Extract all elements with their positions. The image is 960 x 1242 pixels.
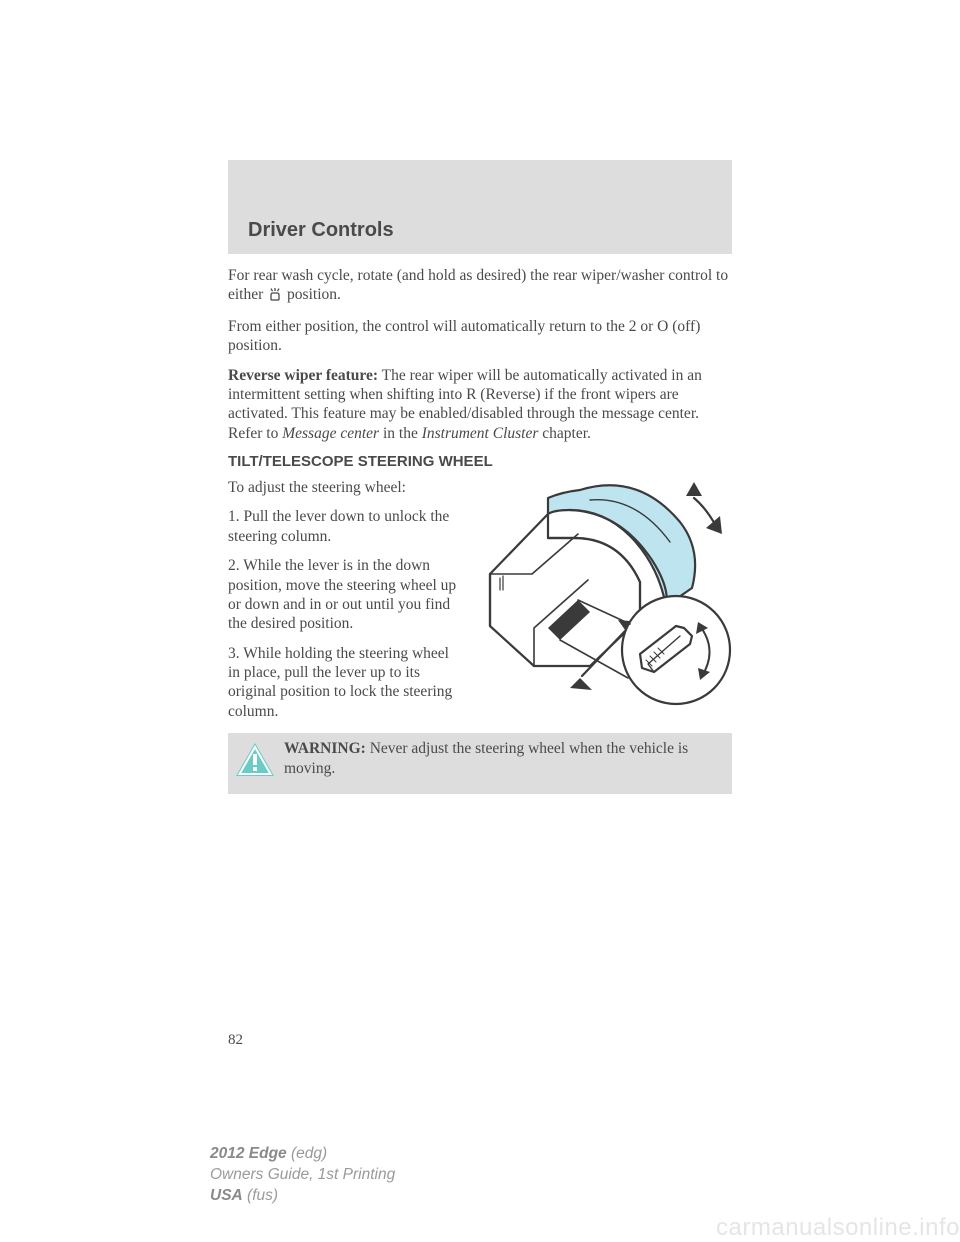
footer-line-3: USA (fus)	[210, 1186, 395, 1207]
illustration-column	[470, 478, 732, 731]
step-2: 2. While the lever is in the down positi…	[228, 556, 460, 634]
text-bold: WARNING:	[284, 740, 366, 757]
steering-wheel-illustration	[470, 478, 732, 708]
section-title: Driver Controls	[248, 219, 394, 242]
text-bold: USA	[210, 1187, 243, 1204]
footer-line-2: Owners Guide, 1st Printing	[210, 1165, 395, 1186]
text: (fus)	[243, 1187, 278, 1204]
text: position.	[287, 286, 341, 303]
step-3: 3. While holding the steering wheel in p…	[228, 644, 460, 722]
text: chapter.	[538, 425, 591, 442]
text: in the	[379, 425, 422, 442]
washer-icon	[267, 287, 283, 306]
step-1: 1. Pull the lever down to unlock the ste…	[228, 507, 460, 546]
text-italic: Instrument Cluster	[422, 425, 539, 442]
content-area: For rear wash cycle, rotate (and hold as…	[228, 266, 732, 794]
footer-line-1: 2012 Edge (edg)	[210, 1144, 395, 1165]
page-number: 82	[228, 1032, 243, 1049]
two-column-layout: To adjust the steering wheel: 1. Pull th…	[228, 478, 732, 731]
paragraph-wash-cycle: For rear wash cycle, rotate (and hold as…	[228, 266, 732, 307]
watermark: carmanualsonline.info	[716, 1214, 960, 1242]
text-column: To adjust the steering wheel: 1. Pull th…	[228, 478, 460, 731]
warning-text: WARNING: Never adjust the steering wheel…	[284, 739, 722, 778]
header-block: Driver Controls	[228, 160, 732, 254]
text-bold: 2012 Edge	[210, 1145, 287, 1162]
section-heading: TILT/TELESCOPE STEERING WHEEL	[228, 453, 732, 470]
page: Driver Controls For rear wash cycle, rot…	[0, 0, 960, 1242]
paragraph-intro: To adjust the steering wheel:	[228, 478, 460, 497]
text-bold: Reverse wiper feature:	[228, 367, 378, 384]
warning-icon	[234, 741, 276, 784]
warning-box: WARNING: Never adjust the steering wheel…	[228, 733, 732, 794]
paragraph-return-position: From either position, the control will a…	[228, 317, 732, 356]
paragraph-reverse-wiper: Reverse wiper feature: The rear wiper wi…	[228, 366, 732, 444]
text: (edg)	[287, 1145, 328, 1162]
footer: 2012 Edge (edg) Owners Guide, 1st Printi…	[210, 1144, 395, 1207]
text-italic: Message center	[282, 425, 379, 442]
